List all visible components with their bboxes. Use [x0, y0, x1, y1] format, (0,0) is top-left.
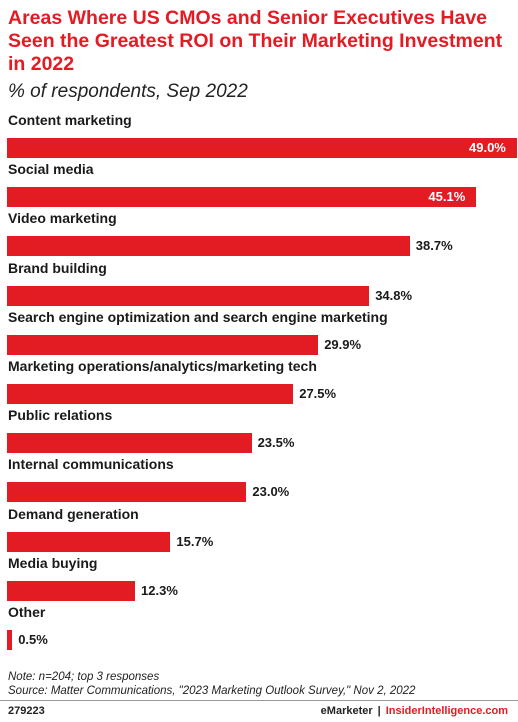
value-label: 29.9%: [324, 336, 362, 352]
brand-separator: |: [377, 705, 381, 717]
value-label: 23.0%: [252, 484, 290, 500]
category-label: Marketing operations/analytics/marketing…: [8, 358, 317, 374]
bar: [7, 384, 294, 404]
bar: [7, 236, 410, 257]
value-label: 45.1%: [428, 189, 466, 205]
category-label: Brand building: [8, 259, 107, 276]
category-label: Social media: [8, 161, 94, 178]
bar: [7, 531, 171, 552]
footer-divider: [0, 700, 518, 701]
footer-brand: eMarketer | InsiderIntelligence.com: [321, 705, 508, 717]
category-label: Internal communications: [8, 456, 174, 473]
bar: [7, 630, 13, 650]
bar: [7, 334, 319, 355]
category-label: Media buying: [8, 554, 98, 571]
value-label: 15.7%: [176, 533, 214, 549]
bar: [7, 285, 370, 306]
chart-subtitle: % of respondents, Sep 2022: [8, 81, 248, 102]
value-label: 0.5%: [18, 632, 48, 647]
value-label: 34.8%: [375, 287, 413, 303]
value-label: 12.3%: [141, 582, 178, 598]
category-label: Search engine optimization and search en…: [8, 308, 388, 325]
bar: [7, 433, 252, 454]
chart-note: Note: n=204; top 3 responses: [8, 671, 160, 683]
category-label: Other: [8, 604, 46, 620]
bar: [7, 482, 247, 503]
category-label: Public relations: [8, 407, 113, 424]
category-label: Content marketing: [8, 112, 132, 128]
chart-id: 279223: [8, 705, 45, 717]
brand-emarketer: eMarketer: [320, 705, 373, 717]
category-label: Video marketing: [8, 210, 117, 227]
value-label: 38.7%: [415, 238, 453, 254]
brand-insider-intelligence: InsiderIntelligence.com: [385, 705, 508, 717]
bar: [7, 187, 477, 208]
bar: [7, 580, 136, 601]
chart-source: Source: Matter Communications, "2023 Mar…: [8, 685, 416, 697]
category-label: Demand generation: [8, 505, 139, 522]
value-label: 49.0%: [469, 140, 506, 155]
chart-title: Areas Where US CMOs and Senior Executive…: [8, 7, 503, 75]
value-label: 27.5%: [299, 386, 337, 401]
bar-chart: Content marketing 49.0% Social media 45.1% V…: [0, 112, 518, 652]
bar: [7, 138, 517, 158]
value-label: 23.5%: [257, 435, 295, 451]
